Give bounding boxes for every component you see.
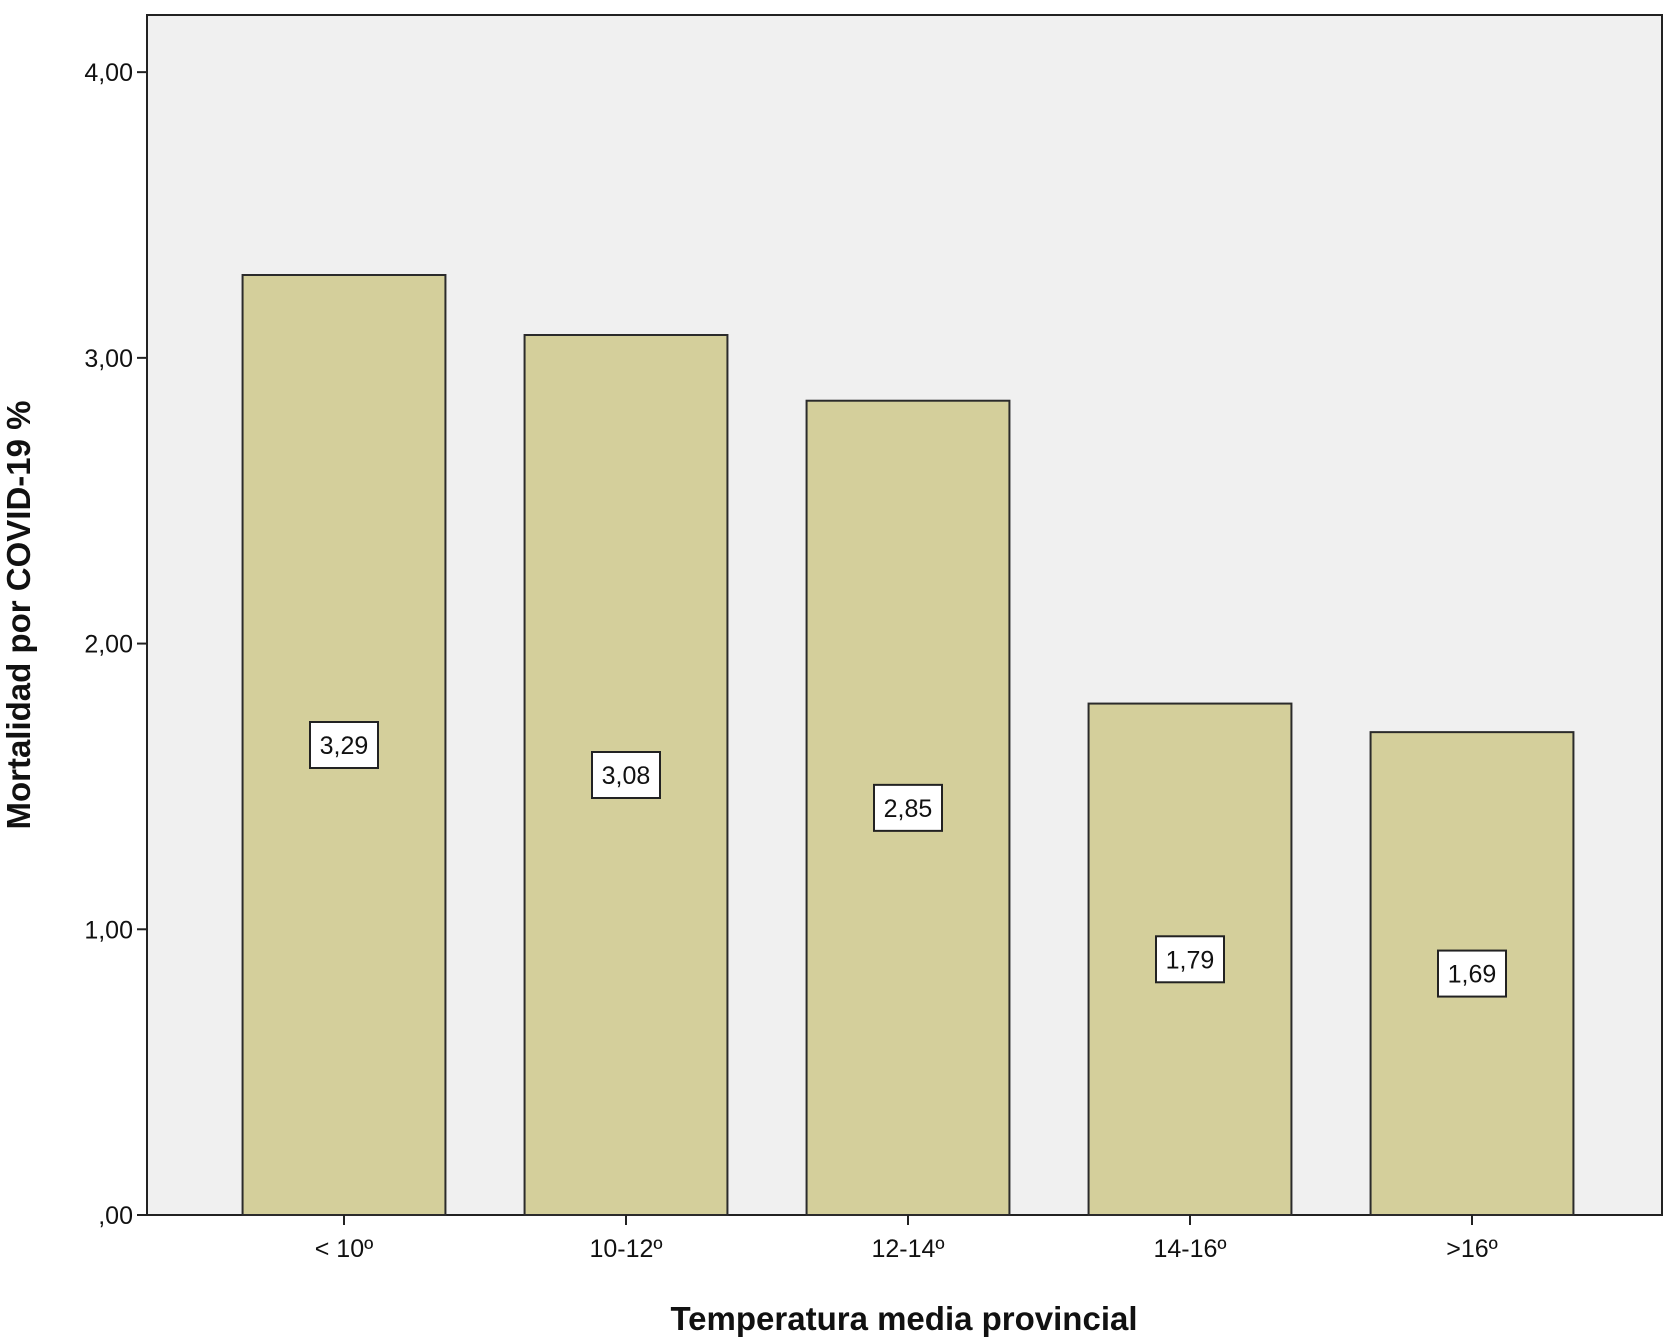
data-label: 1,69 xyxy=(1448,961,1497,989)
data-label-box xyxy=(873,783,943,832)
data-label-box xyxy=(1437,949,1507,998)
y-tick-label: 3,00 xyxy=(84,345,133,373)
data-label: 2,85 xyxy=(884,795,933,823)
data-label: 3,29 xyxy=(320,732,369,760)
x-tick-label: >16º xyxy=(1446,1235,1498,1263)
data-label: 1,79 xyxy=(1166,946,1215,974)
x-tick-label: < 10º xyxy=(315,1235,373,1263)
data-label: 3,08 xyxy=(602,762,651,790)
x-tick-label: 12-14º xyxy=(871,1235,944,1263)
bars: 3,29 3,08 2,85 1,79 1,69 xyxy=(241,274,1575,1217)
y-tick-label: 1,00 xyxy=(84,916,133,944)
x-tick-label: 10-12º xyxy=(589,1235,662,1263)
y-tick-label: 2,00 xyxy=(84,631,133,659)
data-label-box xyxy=(591,751,661,799)
data-label-box xyxy=(1155,935,1225,984)
y-axis: ,00 1,00 2,00 3,00 4,00 xyxy=(84,59,147,1230)
data-label-box xyxy=(309,721,379,769)
y-tick-label: ,00 xyxy=(98,1202,133,1230)
x-axis: < 10º 10-12º 12-14º 14-16º >16º xyxy=(315,1215,1498,1263)
x-tick-label: 14-16º xyxy=(1153,1235,1226,1263)
y-tick-label: 4,00 xyxy=(84,59,133,87)
x-axis-title: Temperatura media provincial xyxy=(670,1300,1137,1337)
y-axis-title: Mortalidad por COVID-19 % xyxy=(0,400,37,829)
